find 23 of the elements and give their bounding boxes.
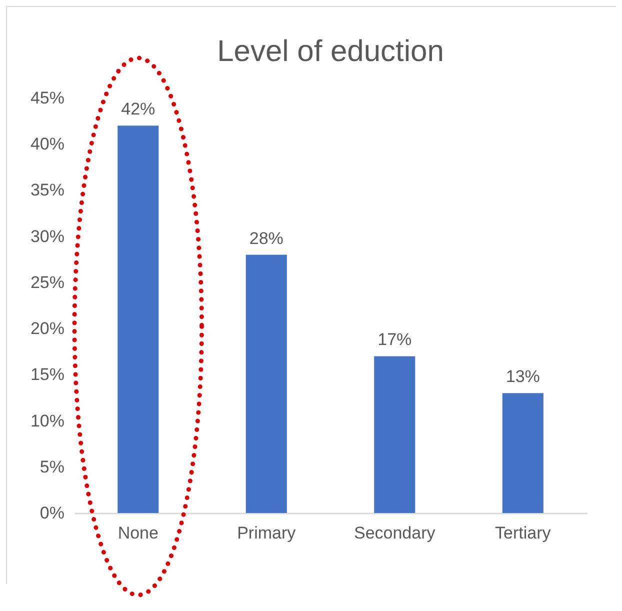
y-tick-label: 35% (30, 180, 64, 200)
y-tick-label: 30% (30, 226, 64, 246)
data-label: 17% (378, 330, 412, 350)
x-tick-label: Secondary (354, 524, 436, 542)
bar (246, 254, 287, 513)
y-tick-label: 40% (30, 134, 64, 154)
bar (502, 393, 544, 513)
y-tick-label: 25% (30, 272, 64, 292)
x-tick-label: None (118, 524, 158, 542)
y-tick-label: 20% (30, 319, 64, 338)
data-label: 28% (249, 228, 284, 248)
chart-title: Level of eduction (217, 35, 444, 68)
x-tick-label: Primary (237, 524, 296, 542)
y-tick-label: 10% (30, 411, 64, 430)
y-tick-label: 5% (40, 457, 64, 476)
y-tick-label: 15% (30, 365, 64, 384)
data-label: 42% (121, 100, 156, 119)
bar (374, 356, 416, 513)
data-label: 13% (506, 367, 540, 386)
bar (118, 126, 159, 513)
y-tick-label: 0% (40, 504, 64, 522)
y-tick-label: 45% (30, 88, 64, 108)
x-tick-label: Tertiary (495, 524, 552, 542)
